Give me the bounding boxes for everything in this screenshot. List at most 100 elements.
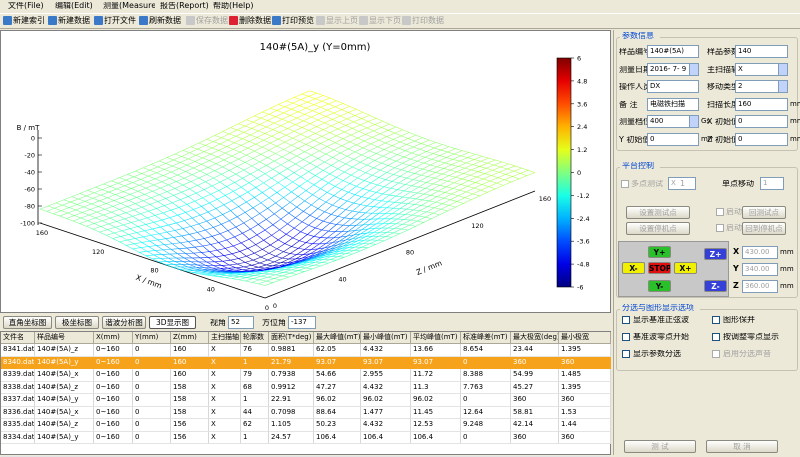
table-cell[interactable]: 0.9912	[269, 382, 314, 395]
table-cell[interactable]: 1.485	[559, 369, 611, 382]
table-cell[interactable]: 1.53	[559, 407, 611, 420]
table-cell[interactable]: X	[209, 407, 241, 420]
field-input[interactable]: 2	[735, 80, 788, 93]
table-cell[interactable]: 62.05	[314, 344, 361, 357]
checkbox[interactable]	[621, 180, 629, 188]
table-cell[interactable]: 11.72	[411, 369, 461, 382]
table-cell[interactable]: 360	[559, 432, 611, 445]
table-cell[interactable]: 106.4	[361, 432, 411, 445]
table-header[interactable]: 最大峰值(mT)	[314, 332, 361, 344]
table-cell[interactable]: 76	[241, 344, 269, 357]
table-cell[interactable]: 22.91	[269, 394, 314, 407]
table-cell[interactable]: 1.44	[559, 419, 611, 432]
table-cell[interactable]: 106.4	[314, 432, 361, 445]
table-cell[interactable]: 8339.dat	[1, 369, 35, 382]
toolbar-button[interactable]: 显示下页	[358, 15, 401, 27]
jog-button[interactable]: Y+	[648, 246, 671, 258]
table-cell[interactable]: 8338.dat	[1, 382, 35, 395]
table-cell[interactable]: 1	[241, 394, 269, 407]
table-cell[interactable]: 58.81	[511, 407, 559, 420]
menu-item[interactable]: 帮助(Help)	[213, 2, 265, 12]
toolbar-button[interactable]: 打印预览	[271, 15, 314, 27]
table-header[interactable]: 面积(T*deg)	[269, 332, 314, 344]
table-header[interactable]: Y(mm)	[133, 332, 171, 344]
toolbar-button[interactable]: 打开文件	[93, 15, 136, 27]
platform-button[interactable]: 设置测试点	[626, 206, 690, 219]
table-cell[interactable]: X	[209, 357, 241, 370]
field-input[interactable]: 140#(5A)	[647, 45, 699, 58]
table-cell[interactable]: 0	[461, 357, 511, 370]
tab[interactable]: 极坐标图	[55, 316, 99, 329]
toolbar-button[interactable]: 显示上页	[315, 15, 358, 27]
table-cell[interactable]: 96.02	[411, 394, 461, 407]
azimuth-input[interactable]: -137	[288, 316, 316, 329]
table-cell[interactable]: 0.7938	[269, 369, 314, 382]
table-cell[interactable]: 360	[559, 394, 611, 407]
table-cell[interactable]: 158	[171, 394, 209, 407]
checkbox[interactable]	[712, 316, 720, 324]
table-cell[interactable]: 4.432	[361, 419, 411, 432]
table-cell[interactable]: 11.45	[411, 407, 461, 420]
jog-button[interactable]: Z-	[704, 280, 727, 292]
menu-item[interactable]: 测量(Measure)	[103, 2, 155, 12]
tab[interactable]: 3D显示图	[149, 316, 196, 329]
table-cell[interactable]: 160	[171, 357, 209, 370]
table-cell[interactable]: 0	[133, 344, 171, 357]
table-cell[interactable]: 93.07	[361, 357, 411, 370]
field-input[interactable]: 2016- 7- 9	[647, 63, 699, 76]
table-cell[interactable]: 140#(5A)_x	[35, 369, 94, 382]
table-cell[interactable]: 68	[241, 382, 269, 395]
toolbar-button[interactable]: 新建数据	[47, 15, 90, 27]
table-cell[interactable]: 0	[133, 382, 171, 395]
table-cell[interactable]: 1.477	[361, 407, 411, 420]
table-cell[interactable]: 8.654	[461, 344, 511, 357]
action-button[interactable]: 测 试	[624, 440, 696, 453]
table-cell[interactable]: 160	[171, 369, 209, 382]
table-cell[interactable]: 156	[171, 419, 209, 432]
table-cell[interactable]: 1	[241, 357, 269, 370]
tab[interactable]: 谐波分析图	[102, 316, 146, 329]
coord-value[interactable]: 360.00	[742, 280, 778, 293]
table-cell[interactable]: 0	[461, 394, 511, 407]
jog-button[interactable]: Y-	[648, 280, 671, 292]
table-cell[interactable]: 160	[171, 344, 209, 357]
jog-button[interactable]: X+	[674, 262, 697, 274]
table-header[interactable]: 样品编号	[35, 332, 94, 344]
table-cell[interactable]: 12.53	[411, 419, 461, 432]
table-cell[interactable]: 4.432	[361, 344, 411, 357]
platform-button[interactable]: 回测试点	[742, 206, 786, 219]
table-cell[interactable]: 12.64	[461, 407, 511, 420]
coord-value[interactable]: 340.00	[742, 263, 778, 276]
table-cell[interactable]: X	[209, 419, 241, 432]
table-cell[interactable]: 0	[133, 432, 171, 445]
table-cell[interactable]: 106.4	[411, 432, 461, 445]
table-cell[interactable]: 140#(5A)_y	[35, 432, 94, 445]
table-header[interactable]: 轮廓数	[241, 332, 269, 344]
field-input[interactable]: X	[735, 63, 788, 76]
table-header[interactable]: 最小峰值(mT)	[361, 332, 411, 344]
table-cell[interactable]: 0~160	[94, 357, 133, 370]
table-header[interactable]: 主扫描轴	[209, 332, 241, 344]
table-cell[interactable]: 23.44	[511, 344, 559, 357]
coord-value[interactable]: 430.00	[742, 246, 778, 259]
tab[interactable]: 直角坐标图	[3, 316, 52, 329]
checkbox[interactable]	[622, 350, 630, 358]
table-cell[interactable]: 42.14	[511, 419, 559, 432]
table-cell[interactable]: 54.99	[511, 369, 559, 382]
menu-item[interactable]: 报告(Report)	[160, 2, 212, 12]
table-cell[interactable]: 96.02	[314, 394, 361, 407]
toolbar-button[interactable]: 刷新数据	[138, 15, 181, 27]
table-cell[interactable]: 140#(5A)_x	[35, 407, 94, 420]
table-cell[interactable]: 0	[133, 407, 171, 420]
table-cell[interactable]: 0	[133, 369, 171, 382]
field-input[interactable]: 140	[735, 45, 788, 58]
table-cell[interactable]: 45.27	[511, 382, 559, 395]
table-cell[interactable]: 8341.dat	[1, 344, 35, 357]
table-cell[interactable]: 47.27	[314, 382, 361, 395]
table-cell[interactable]: 8337.dat	[1, 394, 35, 407]
toolbar-button[interactable]: 打印数据	[401, 15, 444, 27]
table-cell[interactable]: 1.395	[559, 382, 611, 395]
table-cell[interactable]: 158	[171, 407, 209, 420]
table-cell[interactable]: 0	[133, 357, 171, 370]
table-cell[interactable]: X	[209, 344, 241, 357]
